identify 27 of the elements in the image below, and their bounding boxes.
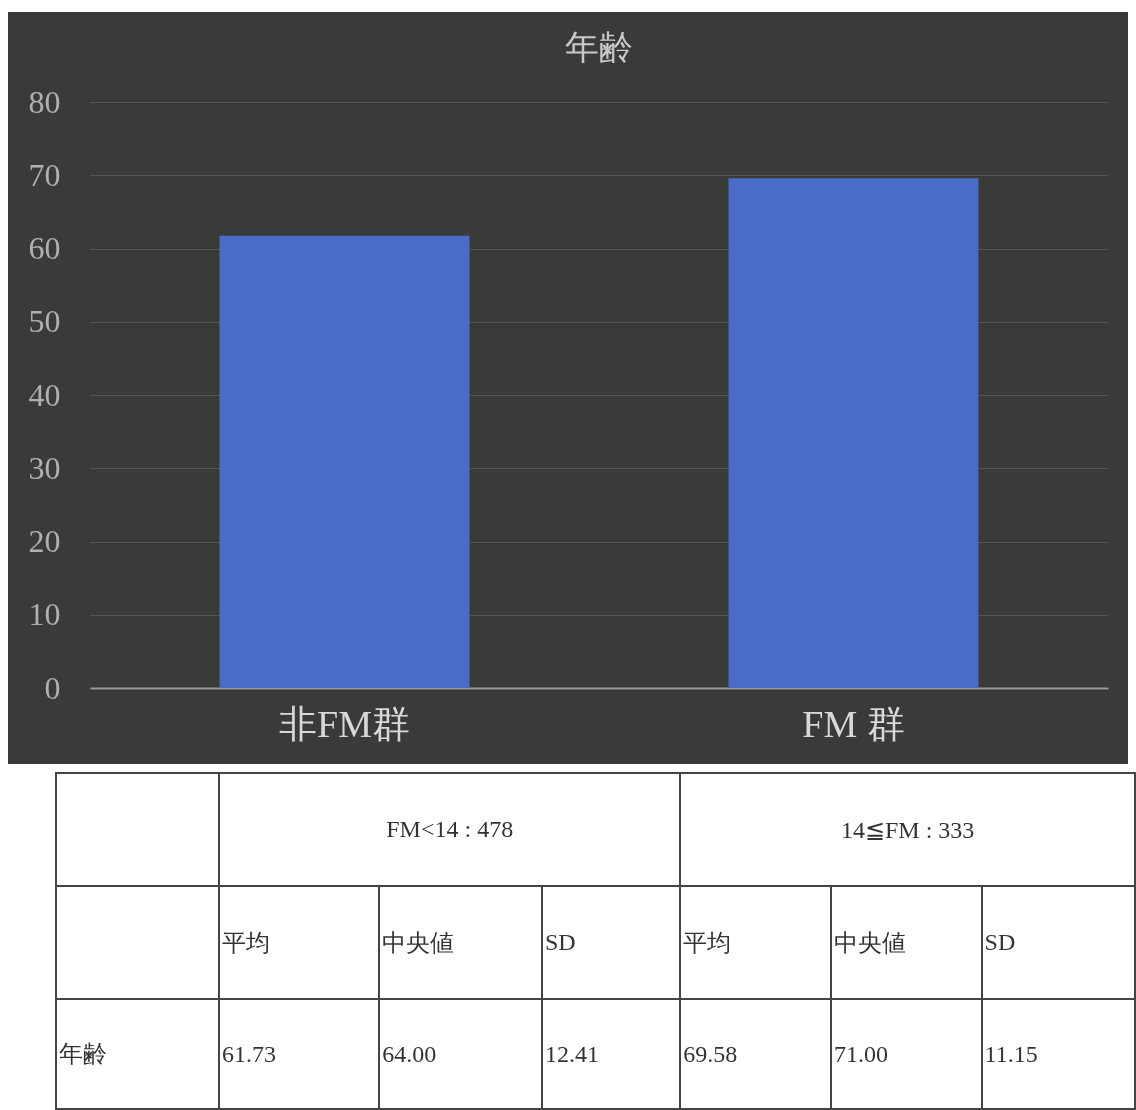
text: 12.41 (542, 999, 681, 1109)
y-tick-label: 40 (28, 376, 61, 413)
text: 14≦FM : 333 (680, 773, 1135, 886)
text: SD (981, 886, 1135, 999)
text: 71.00 (830, 999, 982, 1109)
y-tick-label: 10 (28, 596, 61, 633)
text: 中央値 (830, 886, 982, 999)
text: 年齢 (56, 999, 220, 1109)
chart-title: 年齢 (565, 29, 633, 66)
x-tick-label: FM 群 (802, 702, 905, 745)
y-tick-label: 0 (44, 669, 61, 706)
y-tick-label: 20 (28, 523, 61, 559)
text: 11.15 (981, 999, 1135, 1109)
text: SD (542, 886, 681, 999)
y-tick-label: 70 (28, 156, 61, 193)
text: 69.58 (680, 999, 831, 1109)
text: 平均 (680, 886, 831, 999)
y-tick-label: 50 (28, 303, 61, 340)
y-tick-label: 30 (28, 449, 61, 486)
text: 平均 (219, 886, 380, 999)
y-tick-label: 80 (28, 83, 61, 120)
x-tick-label: 非FM群 (279, 702, 410, 745)
text: 64.00 (379, 999, 542, 1109)
text: 61.73 (219, 999, 380, 1109)
y-tick-label: 60 (28, 230, 61, 266)
text: FM<14 : 478 (219, 773, 681, 886)
text: 中央値 (379, 886, 542, 999)
